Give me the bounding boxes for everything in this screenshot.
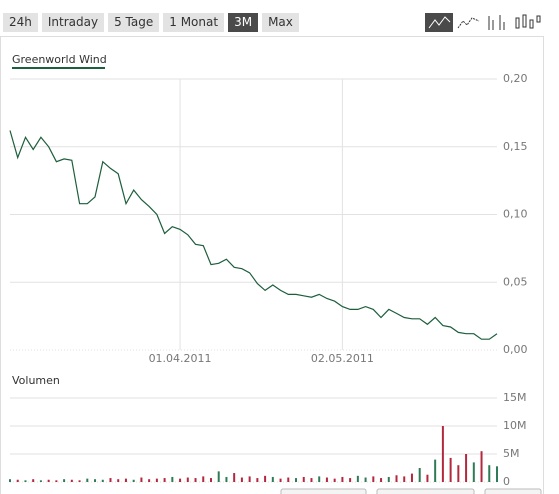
volume-bar — [364, 477, 367, 482]
volume-bar — [387, 476, 390, 482]
y-tick-label: 0,20 — [503, 72, 528, 85]
volume-bar — [63, 479, 66, 482]
volume-bar — [78, 480, 81, 482]
volume-bar — [233, 473, 236, 482]
tab[interactable]: 1 Monat — [163, 13, 225, 32]
icon-line — [428, 16, 451, 29]
bottom-buttons — [280, 488, 542, 494]
volume-bar — [225, 476, 228, 482]
volume-bar — [163, 478, 166, 482]
volume-bar — [465, 454, 468, 482]
volume-bar — [171, 476, 174, 482]
icon-ohlc — [488, 15, 505, 30]
volume-bar — [287, 477, 290, 482]
volume-bar — [202, 476, 205, 482]
icon-candle — [515, 14, 541, 29]
y-tick-label: 5M — [503, 447, 520, 460]
y-tick-label: 0,05 — [503, 275, 528, 288]
volume-bar — [449, 457, 452, 482]
volume-bar — [372, 476, 375, 482]
tab[interactable]: 3M — [228, 13, 259, 32]
volume-bar — [39, 480, 42, 482]
legend-label: Greenworld Wind — [12, 53, 107, 66]
volume-bar — [472, 462, 475, 482]
volume-bar — [318, 476, 321, 482]
volume-bar — [186, 477, 189, 482]
volume-bar — [380, 478, 383, 482]
y-tick-label: 0,00 — [503, 343, 528, 356]
chart-type-icons — [425, 13, 541, 32]
volume-bar — [109, 478, 112, 482]
frame — [0, 36, 544, 494]
volume-bar — [132, 479, 135, 482]
icon-line-active — [425, 13, 453, 32]
volume-bar — [117, 479, 120, 482]
volume-bar — [248, 476, 251, 482]
volume-bar — [70, 479, 73, 482]
volume-bar — [279, 478, 282, 482]
volume-bar — [148, 479, 151, 482]
volume-bar — [47, 479, 50, 482]
volume-bar — [124, 478, 127, 482]
volume-bar — [457, 465, 460, 482]
volume-bar — [333, 478, 336, 482]
volume-bar — [295, 478, 298, 482]
volume-bar — [94, 479, 97, 482]
volume-bar — [418, 468, 421, 482]
volume-bar — [9, 479, 11, 482]
volume-bar — [349, 478, 352, 482]
volume-bar — [325, 477, 328, 482]
tab[interactable]: 24h — [3, 13, 38, 32]
volume-bar — [209, 478, 212, 482]
y-tick-label: 0,15 — [503, 140, 528, 153]
x-tick-label: 01.04.2011 — [149, 352, 212, 365]
x-tick-label: 02.05.2011 — [311, 352, 374, 365]
volume-bar — [240, 477, 243, 482]
tab[interactable]: 5 Tage — [108, 13, 160, 32]
volume-bar — [426, 474, 429, 482]
tab[interactable]: Max — [262, 13, 299, 32]
volume-bar — [155, 478, 158, 482]
volume-bar — [395, 475, 398, 482]
button[interactable] — [376, 488, 475, 494]
volume-bar — [271, 476, 274, 482]
volume-bar — [488, 465, 491, 482]
volume-bar — [101, 479, 104, 482]
volume-bar — [140, 477, 143, 482]
volume-bar — [480, 451, 483, 482]
volume-bar — [194, 478, 197, 482]
tab[interactable]: Intraday — [41, 13, 105, 32]
volume-bar — [341, 476, 344, 482]
price-line — [9, 130, 498, 340]
volume-bar — [217, 471, 220, 482]
button[interactable] — [484, 488, 542, 494]
volume-bar — [86, 478, 89, 482]
volume-bar — [434, 459, 437, 482]
volume-bar — [410, 473, 413, 482]
volume-bar — [32, 479, 35, 482]
volume-bar — [256, 478, 259, 482]
y-tick-label: 15M — [503, 391, 527, 404]
volume-bar — [55, 480, 58, 482]
volume-bar — [179, 478, 182, 482]
volume-bar — [403, 476, 406, 482]
volume-bar — [356, 475, 359, 482]
volume-title: Volumen — [12, 374, 60, 387]
volume-bar — [16, 479, 19, 482]
y-tick-label: 10M — [503, 419, 527, 432]
volume-bar — [496, 466, 498, 482]
volume-bar — [302, 476, 305, 482]
y-tick-label: 0,10 — [503, 208, 528, 221]
y-tick-label: 0 — [503, 475, 510, 488]
volume-bar — [24, 480, 27, 482]
tab-bar: 24h Intraday 5 Tage 1 Monat 3M Max — [3, 13, 299, 32]
volume-bar — [441, 426, 444, 482]
volume-bar — [310, 478, 313, 482]
button[interactable] — [280, 488, 367, 494]
volume-bar — [264, 475, 267, 482]
icon-dots — [457, 17, 480, 29]
